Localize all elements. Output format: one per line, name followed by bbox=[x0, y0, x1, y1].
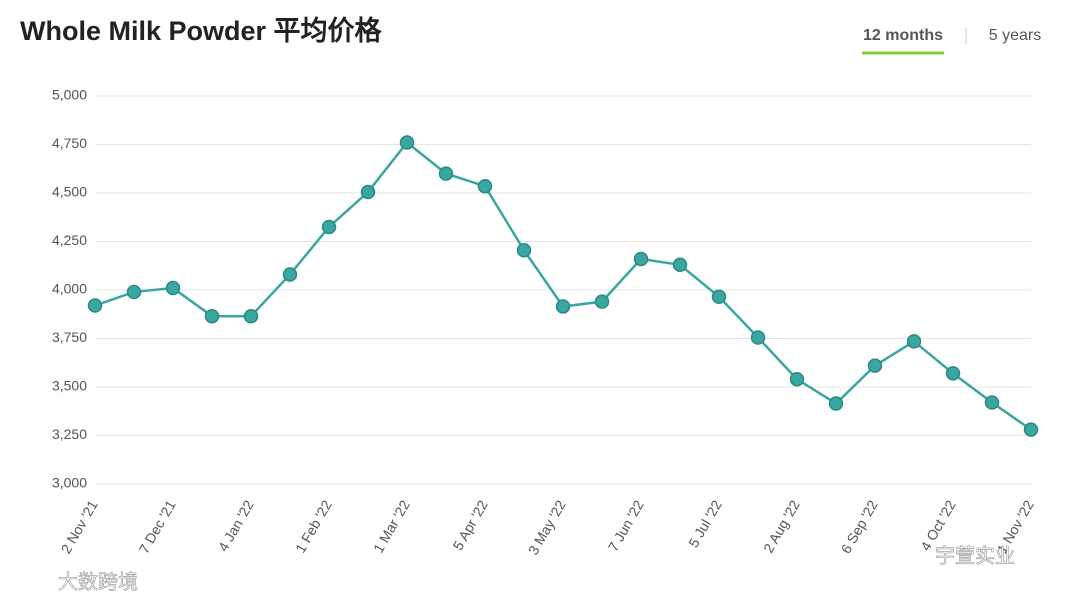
data-point bbox=[672, 257, 688, 273]
data-point bbox=[87, 298, 103, 313]
data-point bbox=[399, 135, 415, 150]
data-point bbox=[477, 178, 493, 194]
data-point bbox=[789, 371, 805, 387]
watermark: 宇萱实业 bbox=[935, 544, 1015, 567]
data-point bbox=[282, 267, 298, 282]
y-tick-label: 3,250 bbox=[52, 426, 87, 442]
x-tick-label: 3 May '22 bbox=[525, 497, 569, 557]
y-tick-label: 4,500 bbox=[52, 184, 87, 200]
data-point bbox=[516, 242, 532, 258]
x-tick-label: 6 Sep '22 bbox=[838, 497, 881, 556]
chart-title: Whole Milk Powder 平均价格 bbox=[20, 16, 383, 46]
y-tick-label: 4,750 bbox=[52, 135, 87, 151]
x-tick-label: 7 Jun '22 bbox=[605, 497, 647, 554]
x-tick-label: 5 Apr '22 bbox=[450, 497, 491, 553]
data-point bbox=[1023, 422, 1039, 437]
x-tick-label: 7 Dec '21 bbox=[136, 497, 179, 556]
y-tick-label: 4,250 bbox=[52, 232, 87, 248]
data-point bbox=[867, 358, 883, 373]
toggle-option[interactable]: 12 months bbox=[863, 27, 943, 44]
y-tick-label: 3,000 bbox=[52, 475, 87, 491]
data-point bbox=[243, 308, 259, 324]
data-point bbox=[126, 284, 142, 300]
data-point bbox=[438, 166, 454, 181]
y-tick-label: 3,500 bbox=[52, 378, 87, 394]
watermark: 大数跨境 bbox=[58, 570, 138, 593]
toggle-option[interactable]: 5 years bbox=[989, 27, 1041, 44]
y-tick-label: 3,750 bbox=[52, 329, 87, 345]
data-point bbox=[321, 219, 337, 235]
data-point bbox=[984, 395, 1000, 410]
data-point bbox=[204, 308, 220, 324]
data-point bbox=[555, 299, 571, 314]
x-tick-label: 2 Aug '22 bbox=[760, 497, 803, 555]
data-point bbox=[633, 251, 649, 267]
x-tick-label: 1 Mar '22 bbox=[370, 497, 413, 555]
data-point bbox=[165, 280, 181, 296]
x-tick-label: 5 Jul '22 bbox=[685, 497, 725, 550]
data-point bbox=[711, 289, 727, 305]
x-tick-label: 4 Jan '22 bbox=[215, 497, 257, 554]
y-tick-label: 5,000 bbox=[52, 87, 87, 103]
x-tick-label: 2 Nov '21 bbox=[58, 497, 101, 556]
data-point bbox=[945, 366, 961, 381]
data-point bbox=[750, 330, 766, 345]
data-point bbox=[906, 334, 922, 349]
y-tick-label: 4,000 bbox=[52, 281, 87, 297]
data-point bbox=[360, 184, 376, 200]
x-tick-label: 1 Feb '22 bbox=[292, 497, 335, 555]
data-point bbox=[828, 396, 844, 411]
data-point bbox=[594, 294, 610, 309]
